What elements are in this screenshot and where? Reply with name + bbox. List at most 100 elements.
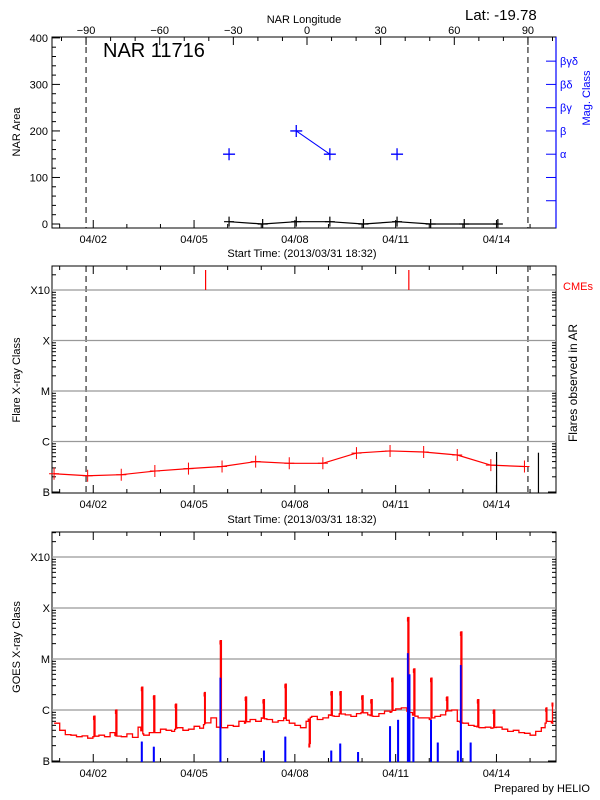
panel3-x-tick-label: 04/14 — [483, 768, 511, 780]
goes-long-channel-peak — [140, 687, 143, 692]
panel3-x-tick-label: 04/08 — [281, 768, 309, 780]
panel3-ylabel: GOES X-ray Class — [11, 601, 23, 693]
area-point — [224, 216, 235, 227]
goes-long-channel-peak — [361, 695, 364, 700]
mag-class-tick-label: βγδ — [560, 56, 578, 68]
longitude-tick-label: −60 — [150, 25, 169, 37]
goes-long-channel-peak — [262, 699, 265, 704]
mag-class-tick-label: α — [560, 149, 567, 161]
flare-level-point — [149, 465, 160, 478]
goes-long-channel-peak — [330, 691, 333, 696]
panel1-x-tick-label: 04/05 — [180, 234, 208, 246]
goes-long-channel-peak — [114, 710, 117, 714]
goes-long-channel-peak — [244, 696, 247, 701]
panel1-y-tick-label: 200 — [30, 126, 48, 138]
mag-class-point — [290, 124, 303, 137]
area-point — [358, 219, 369, 228]
flare-level-point — [250, 455, 261, 468]
goes-long-channel-peak — [152, 695, 155, 700]
chart-marks: 04/02 04/05 04/08 04/11 04/140100200300400−9… — [30, 25, 578, 780]
goes-long-channel-peak — [545, 707, 548, 712]
area-point — [492, 219, 503, 228]
mag-class-tick-label: βγ — [560, 103, 572, 115]
longitude-tick-label: −90 — [77, 25, 96, 37]
flare-level-point — [519, 460, 530, 473]
panel3-y-tick-label: X — [43, 603, 51, 615]
goes-long-channel-peak — [391, 678, 394, 683]
flare-level-point — [317, 457, 328, 470]
panel1-x-tick-label: 04/08 — [281, 234, 309, 246]
panel3-x-tick-label: 04/02 — [79, 768, 107, 780]
panel2-ylabel: Flare X-ray Class — [11, 337, 23, 422]
mag-class-point — [391, 148, 404, 161]
mag-class-point — [323, 148, 336, 161]
goes-long-channel-peak — [476, 699, 479, 704]
longitude-tick-label: −30 — [224, 25, 243, 37]
goes-long-channel-peak — [412, 668, 415, 673]
flare-level-point — [385, 444, 396, 457]
area-point — [459, 219, 470, 228]
panel2-x-tick-label: 04/14 — [483, 499, 511, 511]
panel3-y-tick-label: B — [43, 756, 50, 768]
panel3-y-tick-label: C — [42, 705, 50, 717]
longitude-tick-label: 30 — [375, 25, 387, 37]
panel2-x-tick-label: 04/02 — [79, 499, 107, 511]
panel1-xlabel: Start Time: (2013/03/31 18:32) — [227, 248, 376, 260]
goes-long-channel-peak — [492, 710, 495, 714]
area-point — [324, 216, 335, 227]
panel2-x-tick-label: 04/08 — [281, 499, 309, 511]
panel2-y-tick-label: B — [43, 487, 50, 499]
panel3-x-tick-label: 04/05 — [180, 768, 208, 780]
panel3-y-tick-label: X10 — [30, 552, 50, 564]
panel2-y-tick-label: M — [41, 386, 50, 398]
goes-long-channel-peak — [308, 743, 311, 748]
flare-level-point — [284, 457, 295, 470]
longitude-tick-label: 90 — [522, 25, 534, 37]
flare-level-point — [485, 459, 496, 472]
goes-long-channel-peak — [203, 692, 206, 697]
flare-level-point — [49, 467, 60, 480]
goes-long-channel-peak — [551, 702, 554, 707]
panel1-x-tick-label: 04/02 — [79, 234, 107, 246]
goes-long-channel-peak — [92, 716, 95, 721]
panel2-x-tick-label: 04/05 — [180, 499, 208, 511]
helio-credit: Prepared by HELIO — [494, 783, 590, 795]
goes-long-channel-peak — [459, 631, 462, 636]
longitude-tick-label: 0 — [304, 25, 310, 37]
flare-level-point — [82, 469, 93, 482]
goes-long-channel-peak — [430, 678, 433, 683]
panel2-y-tick-label: C — [42, 437, 50, 449]
latitude-label: Lat: -19.78 — [465, 7, 537, 24]
top-axis-title: NAR Longitude — [267, 14, 342, 26]
panel1-frame — [51, 36, 557, 229]
goes-long-channel-peak — [174, 704, 177, 709]
panel3-x-tick-label: 04/11 — [382, 768, 409, 780]
panel1-x-tick-label: 04/14 — [483, 234, 511, 246]
area-point — [257, 219, 268, 228]
mag-class-tick-label: β — [560, 126, 566, 138]
nar-title: NAR 11716 — [103, 40, 205, 62]
goes-long-channel-line — [54, 616, 554, 745]
panel1-x-tick-label: 04/11 — [382, 234, 409, 246]
panel3-frame — [51, 531, 557, 763]
area-point — [392, 216, 403, 227]
area-point — [425, 219, 436, 228]
panel2-y-tick-label: X10 — [30, 285, 50, 297]
goes-long-channel-peak — [370, 699, 373, 704]
panel1-y2label: Mag. Class — [581, 70, 593, 126]
flare-level-point — [418, 445, 429, 458]
panel1-y-tick-label: 400 — [30, 33, 48, 45]
flare-level-point — [452, 449, 463, 462]
panel2-xlabel: Start Time: (2013/03/31 18:32) — [227, 514, 376, 526]
flare-level-point — [183, 462, 194, 475]
panel2-y2label: Flares observed in AR — [566, 324, 580, 442]
mag-class-point — [223, 148, 236, 161]
panel1-ylabel: NAR Area — [11, 107, 23, 157]
longitude-tick-label: 60 — [448, 25, 460, 37]
flare-level-point — [116, 468, 127, 481]
goes-long-channel-peak — [406, 617, 409, 622]
cme-label: CMEs — [563, 281, 593, 293]
panel2-frame — [51, 265, 557, 494]
panel2-x-tick-label: 04/11 — [382, 499, 409, 511]
